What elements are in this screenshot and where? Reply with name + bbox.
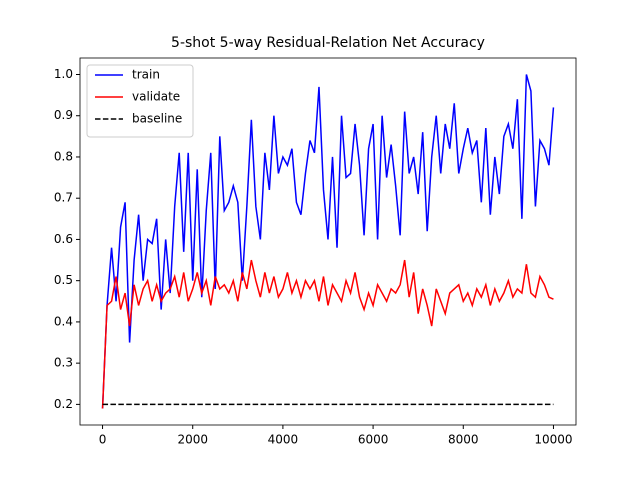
legend-label: validate: [132, 90, 180, 104]
y-tick-label: 1.0: [54, 67, 73, 81]
y-tick-label: 0.7: [54, 191, 73, 205]
x-tick-label: 8000: [448, 433, 479, 447]
axes-frame: [79, 57, 577, 426]
x-tick-label: 6000: [358, 433, 389, 447]
y-tick-label: 0.8: [54, 149, 73, 163]
y-tick-label: 0.6: [54, 232, 73, 246]
legend-label: train: [132, 68, 160, 82]
line-series: [101, 259, 554, 409]
x-tick-label: 2000: [177, 433, 208, 447]
legend-label: baseline: [132, 112, 182, 126]
y-tick-label: 0.3: [54, 356, 73, 370]
x-tick-label: 0: [99, 433, 107, 447]
chart-title: 5-shot 5-way Residual-Relation Net Accur…: [171, 35, 485, 51]
y-tick-label: 0.4: [54, 314, 73, 328]
x-tick-label: 4000: [268, 433, 299, 447]
y-tick-label: 0.5: [54, 273, 73, 287]
y-tick-label: 0.2: [54, 397, 73, 411]
y-tick-label: 0.9: [54, 108, 73, 122]
line-series: [101, 74, 555, 409]
x-tick-label: 10000: [534, 433, 572, 447]
